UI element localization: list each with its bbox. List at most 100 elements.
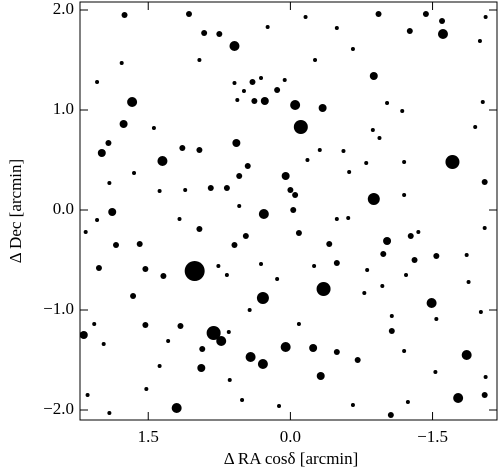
star: [277, 404, 282, 408]
star: [229, 41, 240, 51]
star: [132, 171, 137, 175]
star: [290, 207, 297, 213]
star: [293, 120, 308, 134]
y-tick-label: −2.0: [43, 399, 74, 418]
star: [251, 98, 258, 104]
y-tick-label: 2.0: [53, 0, 74, 18]
star: [316, 372, 325, 380]
star: [389, 314, 394, 318]
star: [171, 403, 182, 413]
star: [483, 375, 488, 379]
star: [290, 100, 301, 110]
star: [433, 370, 438, 374]
star: [235, 98, 240, 102]
star: [303, 15, 308, 19]
star: [309, 344, 318, 352]
x-axis-label: Δ RA cosδ [arcmin]: [224, 449, 359, 468]
star: [405, 400, 410, 404]
star: [282, 78, 287, 82]
star: [185, 11, 192, 17]
star: [245, 352, 256, 362]
star: [101, 342, 106, 346]
star: [197, 58, 202, 62]
star: [237, 204, 242, 208]
star: [402, 193, 407, 197]
star: [333, 349, 340, 355]
star: [370, 128, 375, 132]
star: [375, 11, 382, 17]
star: [244, 163, 251, 169]
star: [184, 261, 205, 281]
star: [136, 241, 143, 247]
star: [197, 364, 206, 372]
y-tick-label: 0.0: [53, 199, 74, 218]
star: [433, 253, 440, 259]
star: [334, 26, 339, 30]
star: [402, 160, 407, 164]
star: [402, 349, 407, 353]
star: [130, 293, 137, 299]
star: [242, 233, 249, 239]
star: [477, 39, 482, 43]
star: [482, 226, 487, 230]
star: [142, 322, 149, 328]
star: [317, 148, 322, 152]
star: [257, 359, 268, 369]
star: [333, 260, 340, 266]
star: [207, 185, 214, 191]
star: [481, 392, 488, 398]
star: [247, 308, 252, 312]
star: [231, 242, 238, 248]
star: [157, 156, 168, 166]
plot-frame: [79, 1, 498, 421]
star: [296, 322, 301, 326]
star: [426, 298, 437, 308]
star: [346, 216, 351, 220]
star: [445, 155, 460, 169]
star: [383, 237, 392, 245]
star: [341, 149, 346, 153]
star: [478, 310, 483, 314]
star: [354, 357, 361, 363]
x-tick-label: 0.0: [280, 427, 301, 446]
star: [216, 336, 227, 346]
star: [236, 173, 243, 179]
star: [196, 226, 203, 232]
star: [437, 29, 448, 39]
star: [406, 28, 413, 34]
star: [400, 109, 405, 113]
star: [312, 264, 317, 268]
star: [241, 89, 246, 93]
star: [453, 393, 464, 403]
star: [464, 253, 469, 257]
star: [95, 218, 100, 222]
star: [183, 188, 188, 192]
y-tick-label: 1.0: [53, 99, 74, 118]
star: [258, 209, 269, 219]
star: [108, 208, 117, 216]
star: [160, 273, 167, 279]
star: [97, 149, 106, 157]
star: [232, 81, 237, 85]
star: [113, 242, 120, 248]
star: [483, 15, 488, 19]
star: [119, 120, 128, 128]
star: [369, 72, 378, 80]
star: [481, 179, 488, 185]
star: [226, 330, 231, 334]
star: [380, 251, 387, 257]
star: [280, 342, 291, 352]
star: [281, 172, 290, 180]
star: [326, 241, 333, 247]
star: [416, 230, 421, 234]
star: [196, 147, 203, 153]
star: [305, 158, 310, 162]
star: [256, 292, 269, 304]
star: [350, 47, 355, 51]
star: [95, 265, 102, 271]
star: [292, 192, 299, 198]
star: [287, 187, 294, 193]
y-axis-label: Δ Dec [arcmin]: [6, 159, 25, 263]
